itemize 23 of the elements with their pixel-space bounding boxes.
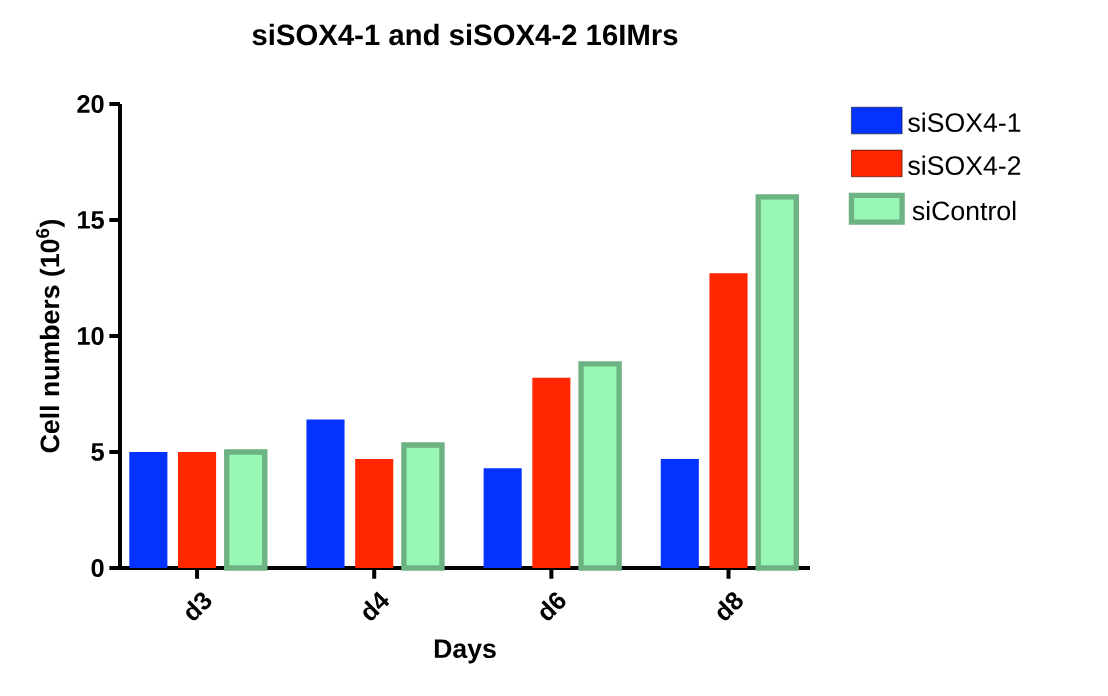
x-tick-label: d3 [186,592,212,621]
y-tick-label: 5 [91,443,104,461]
x-tick-label: d8 [717,592,743,621]
y-tick-label: 10 [78,327,104,345]
y-tick-label: 0 [91,559,104,577]
x-tick-label: d4 [363,591,390,621]
legend-label: siControl [912,200,1016,221]
x-tick-label: d6 [540,592,566,621]
y-tick-label: 20 [77,95,104,113]
bar [355,458,394,568]
bar [306,419,345,568]
legend-label: siSOX4-2 [908,155,1021,176]
bar [178,451,217,568]
bar [129,451,168,568]
bar [660,458,699,568]
bar [709,273,748,568]
legend-label: siSOX4-1 [908,112,1021,133]
x-axis-title: Days [434,639,496,664]
bar [532,377,571,568]
bar [483,468,522,568]
y-tick-label: 15 [78,211,104,229]
y-axis-title: Cell numbers (10$^{6}$) [36,219,65,453]
chart-title: siSOX4-1 and siSOX4-2 16IMrs [252,23,678,46]
